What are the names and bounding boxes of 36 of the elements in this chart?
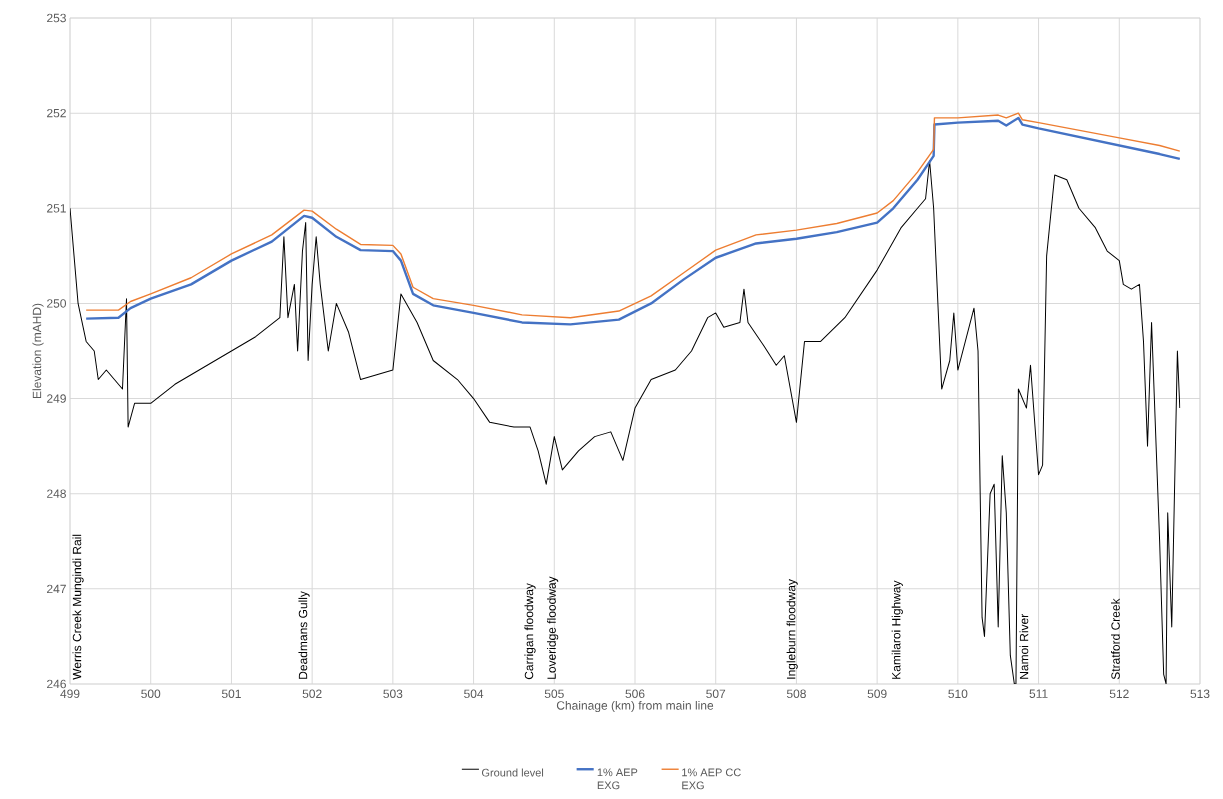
- annotation: Loveridge floodway: [547, 576, 559, 679]
- x-tick-label: 513: [1190, 689, 1210, 699]
- x-tick-label: 502: [302, 689, 322, 699]
- x-tick-label: 509: [867, 689, 887, 699]
- x-tick-label: 510: [948, 689, 968, 699]
- legend-label: 1% AEP EXG: [597, 768, 638, 790]
- annotation: Stratford Creek: [1111, 598, 1120, 680]
- annotation: Carrigan floodway: [524, 583, 536, 680]
- x-tick-label: 507: [706, 689, 726, 699]
- y-tick-label: 253: [47, 13, 66, 23]
- x-tick-label: 504: [464, 689, 484, 699]
- x-tick-label: 505: [544, 689, 564, 699]
- y-tick-label: 248: [47, 489, 66, 498]
- y-tick-label: 251: [47, 204, 66, 213]
- legend-label: Ground level: [481, 768, 544, 777]
- annotation: Werris Creek Mungindi Rail: [72, 534, 84, 680]
- annotation: Namoi River: [1019, 614, 1029, 679]
- x-axis-title: Chainage (km) from main line: [556, 700, 714, 713]
- y-tick-label: 246: [47, 679, 66, 689]
- x-tick-label: 506: [625, 689, 645, 699]
- y-tick-label: 249: [47, 394, 66, 403]
- annotation: Deadmans Gully: [298, 591, 310, 679]
- x-tick-label: 499: [60, 689, 80, 699]
- x-tick-label: 512: [1109, 689, 1129, 699]
- y-tick-label: 252: [47, 108, 66, 118]
- y-tick-label: 250: [47, 299, 67, 308]
- y-axis-title: Elevation (mAHD): [32, 303, 44, 399]
- annotation: Ingleburn floodway: [786, 579, 798, 679]
- x-tick-label: 503: [383, 689, 403, 699]
- annotation: Kamilaroi Highway: [891, 580, 903, 679]
- x-tick-label: 501: [221, 689, 241, 699]
- x-tick-label: 500: [141, 689, 161, 699]
- x-tick-label: 508: [786, 689, 806, 699]
- y-tick-label: 247: [47, 584, 66, 594]
- legend-label: 1% AEP CC EXG: [682, 768, 741, 790]
- x-tick-label: 511: [1029, 689, 1048, 698]
